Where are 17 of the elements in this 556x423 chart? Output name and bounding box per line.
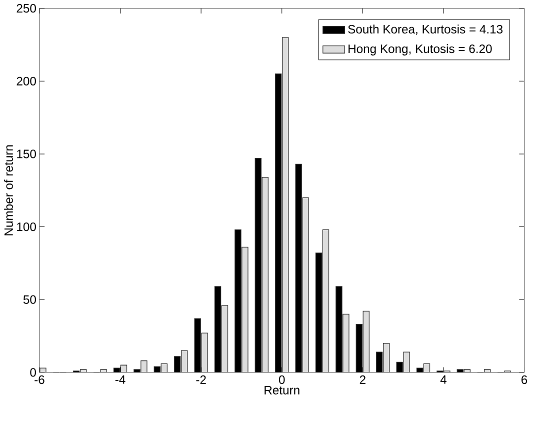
y-tick-label: 50 (23, 295, 36, 304)
x-tick-label: -4 (115, 375, 126, 384)
y-tick-label: 200 (16, 76, 36, 86)
y-tick-label: 150 (17, 149, 36, 158)
y-axis-title: Number of return (4, 145, 13, 236)
x-tick-label: 6 (522, 375, 528, 384)
x-tick-label: -6 (34, 375, 44, 384)
x-tick-label: 0 (278, 375, 285, 384)
x-tick-label: 2 (360, 375, 366, 384)
x-axis-title: Return (264, 386, 300, 394)
x-tick-label: -2 (196, 375, 206, 384)
y-tick-label: 100 (17, 222, 36, 231)
x-tick-label: 4 (440, 375, 446, 384)
legend-label: Hong Kong, Kutosis = 6.20 (348, 44, 492, 56)
legend-label: South Korea, Kurtosis = 4.13 (348, 24, 503, 35)
y-tick-label: 0 (30, 368, 36, 377)
y-tick-label: 250 (16, 4, 36, 12)
